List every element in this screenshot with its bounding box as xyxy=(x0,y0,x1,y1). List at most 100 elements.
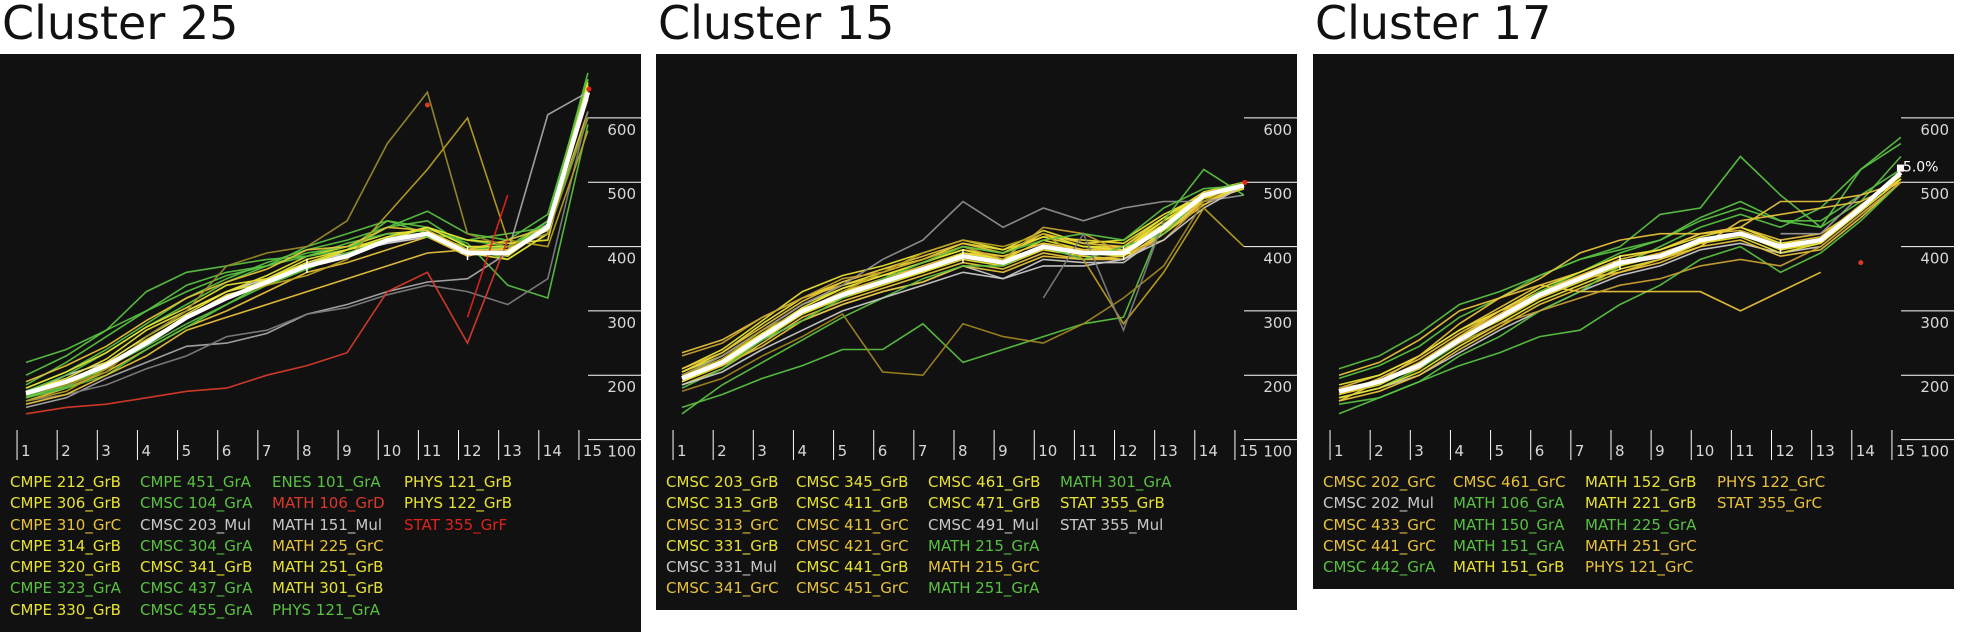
legend-entry: MATH 225_GrC xyxy=(272,536,384,555)
x-tick-label: 5 xyxy=(182,442,192,460)
legend-entry: CMPE 451_GrA xyxy=(140,473,251,491)
y-tick-label: 300 xyxy=(607,314,636,332)
endpoint-dot xyxy=(1242,179,1248,185)
legend-entry: MATH 221_GrB xyxy=(1585,494,1697,513)
series-line-14 xyxy=(25,95,589,405)
legend-entry: CMPE 314_GrB xyxy=(10,536,121,555)
x-tick-label: 4 xyxy=(797,442,807,460)
x-tick-label: 6 xyxy=(878,442,888,460)
legend-entry: CMSC 202_Mul xyxy=(1323,494,1434,513)
x-tick-label: 13 xyxy=(503,442,522,460)
legend-entry: STAT 355_Mul xyxy=(1060,515,1164,534)
series-line-22 xyxy=(681,206,1245,376)
x-tick-label: 15 xyxy=(1896,442,1915,460)
legend-entry: CMPE 310_GrC xyxy=(10,515,122,534)
x-tick-label: 12 xyxy=(463,442,482,460)
y-tick-label: 400 xyxy=(607,250,636,268)
series-line-13 xyxy=(681,184,1245,380)
x-tick-label: 14 xyxy=(1856,442,1875,460)
y-tick-label: 200 xyxy=(1920,378,1949,396)
chart-title: Cluster 25 xyxy=(2,0,239,50)
legend-entry: MATH 251_GrA xyxy=(928,579,1040,598)
legend-column: MATH 152_GrB MATH 221_GrB MATH 225_GrA MATH… xyxy=(1585,472,1697,578)
series-line-17 xyxy=(25,98,589,383)
x-tick-label: 8 xyxy=(1615,442,1625,460)
x-tick-label: 3 xyxy=(757,442,767,460)
chart-background xyxy=(1313,54,1954,589)
series-line-20 xyxy=(681,184,1245,386)
x-tick-label: 9 xyxy=(342,442,352,460)
legend-entry: CMSC 304_GrA xyxy=(140,536,253,555)
legend-column: CMSC 345_GrB CMSC 411_GrB CMSC 411_GrC CMSC… xyxy=(796,472,909,600)
series-line-23 xyxy=(1042,220,1165,333)
x-tick-label: 13 xyxy=(1816,442,1835,460)
legend-column: PHYS 121_GrB PHYS 122_GrB STAT 355_GrF xyxy=(404,472,512,536)
legend-entry: CMSC 202_GrC xyxy=(1323,473,1436,491)
legend-entry: CMSC 455_GrA xyxy=(140,600,253,619)
legend-entry: CMPE 212_GrB xyxy=(10,473,121,491)
legend-entry: CMSC 441_GrC xyxy=(1323,536,1436,555)
legend-entry: CMSC 441_GrB xyxy=(796,558,909,577)
chart-background xyxy=(0,54,641,632)
x-tick-label: 15 xyxy=(583,442,602,460)
legend-entry: CMSC 331_GrB xyxy=(666,536,779,555)
legend-entry: CMSC 461_GrB xyxy=(928,473,1041,491)
x-tick-label: 4 xyxy=(141,442,151,460)
x-tick-label: 12 xyxy=(1119,442,1138,460)
series-line-15 xyxy=(1338,181,1902,402)
legend-entry: CMSC 313_GrC xyxy=(666,515,779,534)
legend-entry: CMSC 437_GrA xyxy=(140,579,253,598)
legend-entry: PHYS 121_GrC xyxy=(1585,558,1694,577)
series-point-18 xyxy=(1858,260,1864,266)
legend-entry: CMSC 411_GrC xyxy=(796,515,909,534)
mean-line xyxy=(681,183,1245,381)
legend-column: CMSC 461_GrC MATH 106_GrA MATH 150_GrA MATH… xyxy=(1453,472,1566,578)
point-marker xyxy=(1896,164,1904,172)
x-tick-label: 7 xyxy=(918,442,928,460)
x-tick-label: 4 xyxy=(1454,442,1464,460)
x-tick-label: 11 xyxy=(1078,442,1097,460)
y-tick-label: 500 xyxy=(1920,185,1949,203)
legend-entry: CMSC 442_GrA xyxy=(1323,558,1436,577)
series-group xyxy=(681,168,1245,415)
series-line-5 xyxy=(25,72,589,386)
y-tick-label: 400 xyxy=(1263,250,1292,268)
series-line-7 xyxy=(681,184,1245,383)
x-tick-label: 9 xyxy=(1655,442,1665,460)
legend-entry: CMSC 331_Mul xyxy=(666,558,777,577)
x-tick-label: 10 xyxy=(1695,442,1714,460)
x-tick-label: 3 xyxy=(1414,442,1424,460)
series-line-8 xyxy=(1338,181,1902,405)
series-line-13 xyxy=(25,111,589,402)
legend-entry: CMSC 203_Mul xyxy=(140,515,251,534)
legend-entry: CMSC 313_GrB xyxy=(666,494,779,513)
legend-entry: CMSC 104_GrA xyxy=(140,494,253,513)
series-line-20 xyxy=(25,239,509,415)
x-tick-label: 1 xyxy=(21,442,31,460)
chart-background xyxy=(656,54,1297,610)
x-tick-label: 10 xyxy=(382,442,401,460)
series-line-17 xyxy=(1780,194,1862,235)
legend-entry: CMSC 341_GrC xyxy=(666,579,779,598)
y-tick-label: 600 xyxy=(1263,121,1292,139)
legend-column: CMSC 461_GrB CMSC 471_GrB CMSC 491_Mul MATH… xyxy=(928,472,1040,600)
y-tick-label: 300 xyxy=(1263,314,1292,332)
legend-entry: CMPE 323_GrA xyxy=(10,579,121,598)
x-tick-label: 3 xyxy=(101,442,111,460)
legend-entry: CMSC 341_GrB xyxy=(140,558,253,577)
x-tick-label: 14 xyxy=(1199,442,1218,460)
x-tick-label: 2 xyxy=(1374,442,1384,460)
legend-entry: MATH 151_GrB xyxy=(1453,558,1565,577)
legend-column: ENES 101_GrA MATH 106_GrD MATH 151_Mul MATH… xyxy=(272,472,385,621)
legend-entry: MATH 150_GrA xyxy=(1453,515,1565,534)
series-line-22 xyxy=(466,194,509,318)
series-line-9 xyxy=(681,184,1245,380)
x-tick-label: 5 xyxy=(1495,442,1505,460)
series-point-21 xyxy=(424,102,430,108)
legend-entry: MATH 301_GrA xyxy=(1060,473,1172,491)
legend-entry: ENES 101_GrA xyxy=(272,473,381,491)
legend-column: CMSC 203_GrB CMSC 313_GrB CMSC 313_GrC CMSC… xyxy=(666,472,779,600)
legend-entry: STAT 355_GrB xyxy=(1060,494,1165,513)
legend-entry: PHYS 122_GrB xyxy=(404,494,512,513)
